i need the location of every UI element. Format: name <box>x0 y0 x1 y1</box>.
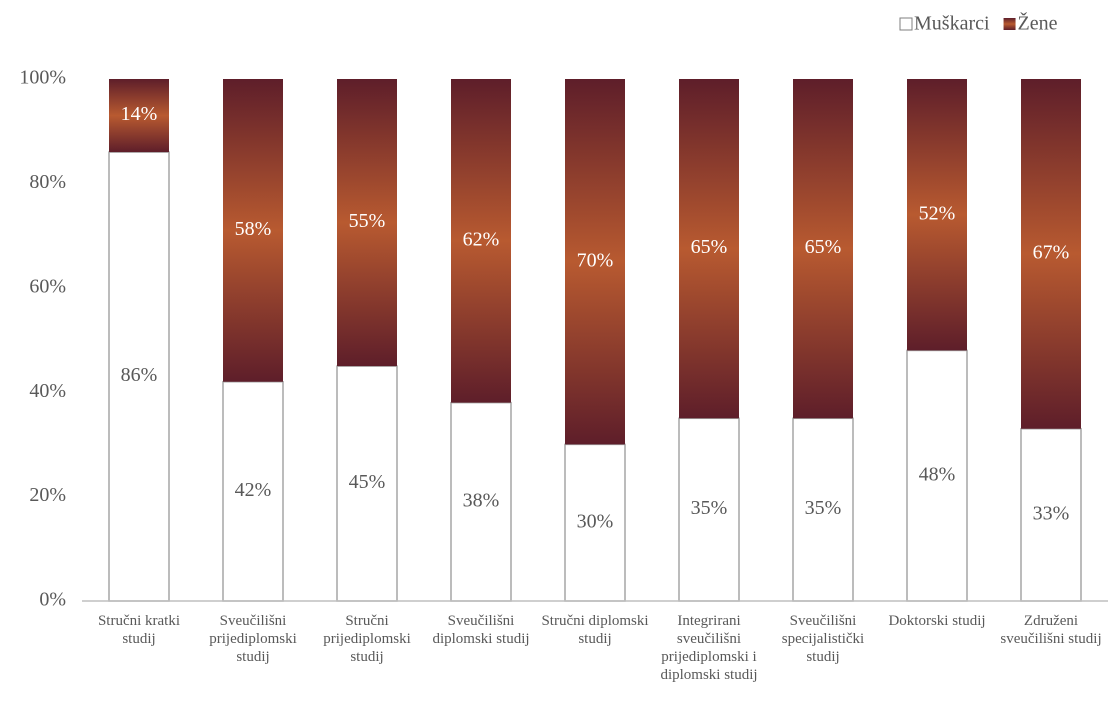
bar-segment <box>1020 427 1082 602</box>
x-tick-label: Stručni prijediplomski studij <box>323 613 411 665</box>
bar-segment <box>451 79 511 403</box>
bar-segment <box>564 443 626 602</box>
data-label: 67% <box>1033 241 1070 263</box>
legend-swatch <box>1003 18 1016 30</box>
data-label: 86% <box>121 364 158 386</box>
bar-segment <box>223 79 283 382</box>
data-label: 65% <box>805 236 842 258</box>
x-tick-label: Doktorski studij <box>888 613 986 629</box>
data-label: 38% <box>463 489 500 511</box>
legend-label: Žene <box>1018 12 1058 35</box>
bar-segment <box>565 79 625 445</box>
data-label: 58% <box>235 218 272 240</box>
bar-segment <box>337 79 397 367</box>
data-label: 35% <box>805 497 842 519</box>
data-label: 14% <box>121 103 158 125</box>
y-tick-label: 80% <box>29 171 66 193</box>
x-tick-label: Sveučilišni specijalistički studij <box>781 613 865 665</box>
y-tick-label: 60% <box>29 275 66 297</box>
y-tick-label: 20% <box>29 484 66 506</box>
bar-segment <box>1021 79 1081 429</box>
data-label: 65% <box>691 236 728 258</box>
x-tick-label: Stručni kratki studij <box>97 613 181 647</box>
legend-swatch <box>899 17 913 31</box>
bar-segment <box>907 79 967 351</box>
bar-segment <box>792 417 854 602</box>
y-tick-label: 100% <box>19 67 66 89</box>
data-label: 33% <box>1033 502 1070 524</box>
x-tick-label: Sveučilišni diplomski studij <box>432 613 530 647</box>
x-tick-label: Stručni diplomski studij <box>541 613 649 647</box>
data-label: 55% <box>349 210 386 232</box>
data-label: 35% <box>691 497 728 519</box>
data-label: 52% <box>919 202 956 224</box>
data-label: 42% <box>235 479 272 501</box>
data-label: 70% <box>577 249 614 271</box>
bar-segment <box>336 365 398 602</box>
bar-segment <box>906 349 968 602</box>
bar-segment <box>678 417 740 602</box>
data-label: 48% <box>919 463 956 485</box>
x-tick-label: Integrirani sveučilišni prijediplomski i… <box>660 613 758 683</box>
data-label: 62% <box>463 228 500 250</box>
data-label: 30% <box>577 510 614 532</box>
legend-label: Muškarci <box>914 13 990 35</box>
bar-segment <box>793 79 853 419</box>
y-tick-label: 40% <box>29 380 66 402</box>
bar-segment <box>109 79 169 153</box>
x-tick-label: Združeni sveučilišni studij <box>1000 613 1102 647</box>
bar-segment <box>679 79 739 419</box>
y-tick-label: 0% <box>39 589 66 611</box>
x-tick-label: Sveučilišni prijediplomski studij <box>209 613 297 665</box>
data-label: 45% <box>349 471 386 493</box>
